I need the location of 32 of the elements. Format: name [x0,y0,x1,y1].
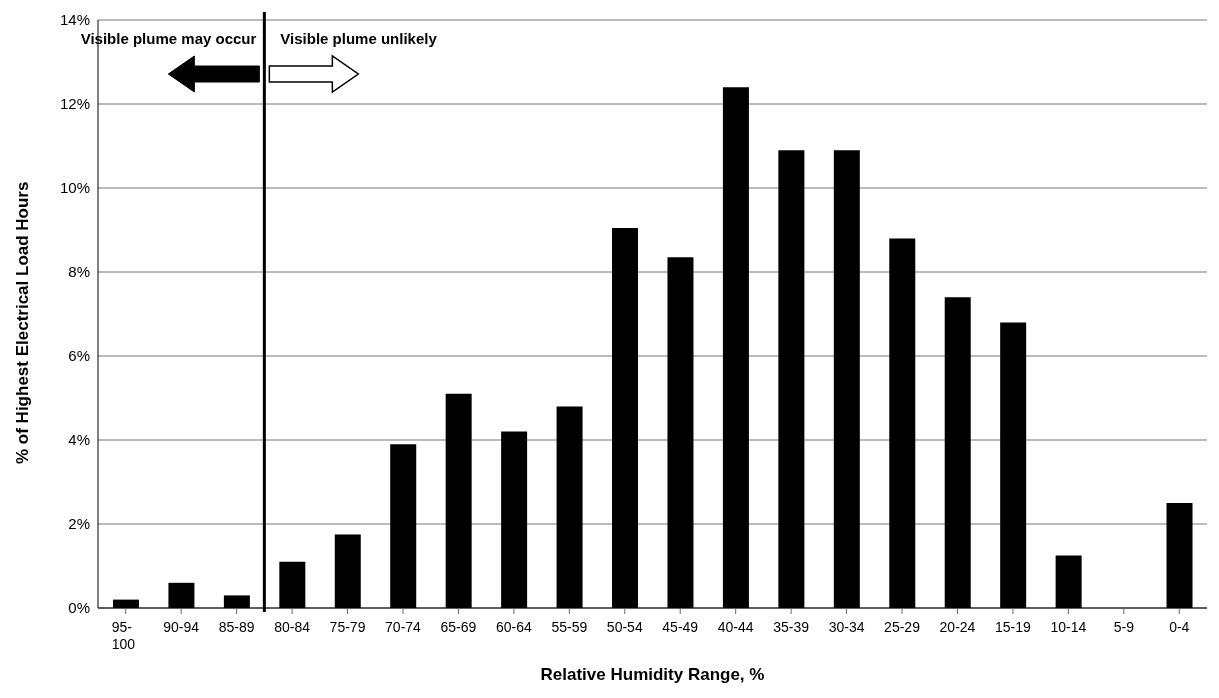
y-tick-label: 14% [59,11,90,29]
y-tick-label: 2% [68,515,90,533]
x-tick-label: 35-39 [773,619,810,635]
y-tick-label: 4% [68,431,90,449]
y-tick-label: 0% [68,599,90,617]
y-tick-label: 8% [68,263,90,281]
x-tick-label: 5-9 [1113,619,1135,635]
y-tick-label: 12% [59,95,90,113]
x-tick-label: 20-24 [939,619,976,635]
x-tick-label: 10-14 [1050,619,1087,635]
x-tick-label: 55-59 [551,619,588,635]
y-axis-title: % of Highest Electrical Load Hours [13,181,33,464]
y-tick-label: 6% [68,347,90,365]
y-tick-label: 10% [59,179,90,197]
x-tick-label: 70-74 [385,619,422,635]
x-tick-label: 0-4 [1169,619,1190,635]
x-tick-label: 65-69 [440,619,477,635]
x-tick-label: 95-100 [111,619,136,652]
annotation: Visible plume unlikely [280,30,438,47]
x-tick-label: 25-29 [884,619,921,635]
x-tick-label: 15-19 [995,619,1032,635]
x-tick-label: 60-64 [495,619,532,635]
x-tick-label: 50-54 [606,619,643,635]
x-tick-label: 40-44 [717,619,754,635]
x-tick-label: 85-89 [218,619,255,635]
x-tick-label: 30-34 [828,619,865,635]
x-axis-title: Relative Humidity Range, % [540,665,765,684]
x-tick-label: 75-79 [329,619,366,635]
x-tick-label: 45-49 [662,619,699,635]
x-tick-label: 80-84 [274,619,311,635]
x-tick-label: 90-94 [163,619,200,635]
annotation: Visible plume may occur [80,30,257,47]
